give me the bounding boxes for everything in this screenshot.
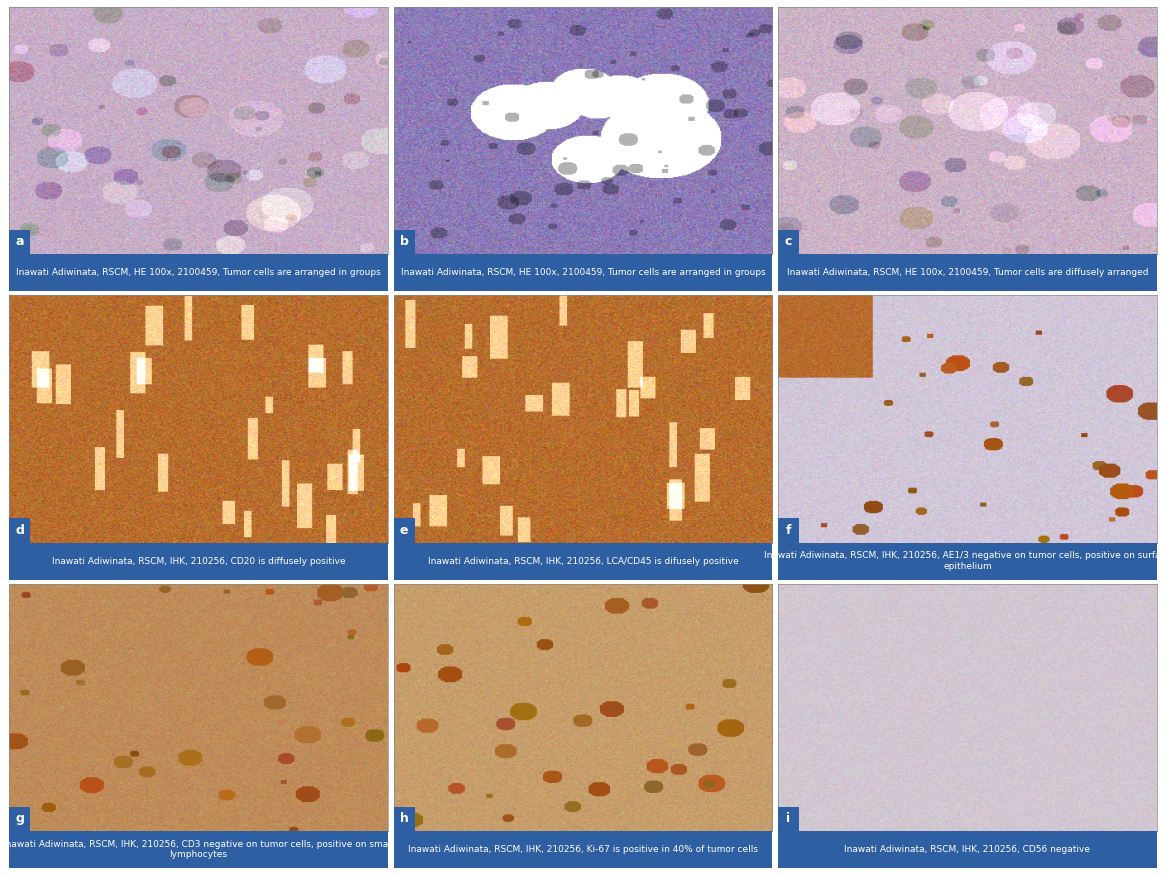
- Text: Inawati Adiwinata, RSCM, IHK, 210256, CD3 negative on tumor cells, positive on s: Inawati Adiwinata, RSCM, IHK, 210256, CD…: [3, 840, 394, 859]
- Text: Inawati Adiwinata, RSCM, IHK, 210256, Ki-67 is positive in 40% of tumor cells: Inawati Adiwinata, RSCM, IHK, 210256, Ki…: [408, 845, 758, 854]
- Text: Inawati Adiwinata, RSCM, HE 100x, 2100459, Tumor cells are arranged in groups: Inawati Adiwinata, RSCM, HE 100x, 210045…: [401, 269, 765, 277]
- Text: f: f: [786, 524, 792, 537]
- Text: h: h: [400, 812, 408, 825]
- Text: e: e: [400, 524, 408, 537]
- Text: b: b: [400, 235, 408, 248]
- Text: a: a: [15, 235, 24, 248]
- Text: Inawati Adiwinata, RSCM, HE 100x, 2100459, Tumor cells are arranged in groups: Inawati Adiwinata, RSCM, HE 100x, 210045…: [16, 269, 381, 277]
- Text: Inawati Adiwinata, RSCM, IHK, 210256, AE1/3 negative on tumor cells, positive on: Inawati Adiwinata, RSCM, IHK, 210256, AE…: [764, 551, 1166, 570]
- Text: Inawati Adiwinata, RSCM, HE 100x, 2100459, Tumor cells are diffusely arranged: Inawati Adiwinata, RSCM, HE 100x, 210045…: [787, 269, 1149, 277]
- Text: Inawati Adiwinata, RSCM, IHK, 210256, CD56 negative: Inawati Adiwinata, RSCM, IHK, 210256, CD…: [844, 845, 1090, 854]
- Text: g: g: [15, 812, 24, 825]
- Text: c: c: [785, 235, 792, 248]
- Text: i: i: [786, 812, 791, 825]
- Text: Inawati Adiwinata, RSCM, IHK, 210256, LCA/CD45 is difusely positive: Inawati Adiwinata, RSCM, IHK, 210256, LC…: [428, 556, 738, 565]
- Text: Inawati Adiwinata, RSCM, IHK, 210256, CD20 is diffusely positive: Inawati Adiwinata, RSCM, IHK, 210256, CD…: [51, 556, 345, 565]
- Text: d: d: [15, 524, 24, 537]
